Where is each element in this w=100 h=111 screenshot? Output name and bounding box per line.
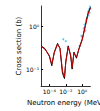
svg-text:10⁻²: 10⁻² — [59, 88, 73, 95]
svg-text:10⁰: 10⁰ — [29, 23, 40, 30]
svg-text:Cross section (b): Cross section (b) — [15, 16, 23, 75]
svg-text:10⁰: 10⁰ — [77, 88, 88, 95]
svg-text:10⁻⁴: 10⁻⁴ — [43, 88, 57, 95]
svg-text:Neutron energy (MeV): Neutron energy (MeV) — [27, 99, 100, 107]
svg-text:10⁻¹: 10⁻¹ — [26, 66, 40, 73]
